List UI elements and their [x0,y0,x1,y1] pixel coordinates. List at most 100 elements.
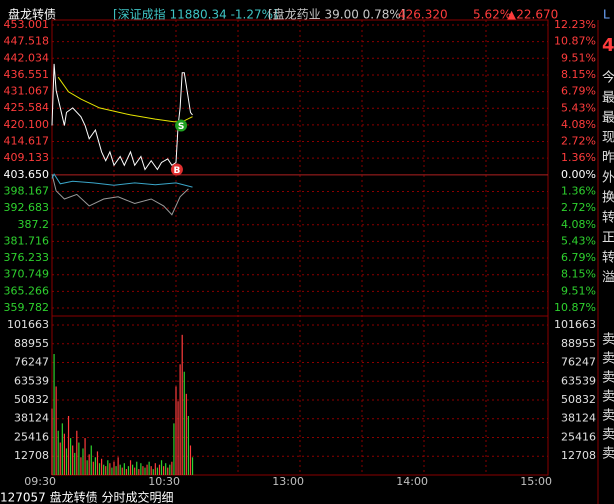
y2-tick-label: 10.87% [554,301,596,314]
last-price: 426.320 [398,8,448,22]
volume-bar [173,423,175,475]
volume-tick-label-right: 76247 [561,356,596,369]
stock-quote: [盘龙药业 39.00 0.78%] [268,7,405,22]
volume-bar [65,448,68,475]
volume-bar [80,457,82,475]
y-tick-label: 398.167 [4,184,50,197]
volume-bar [136,461,138,475]
security-name: 盘龙转债 [8,7,56,22]
side-field: 转 [602,211,614,226]
side-field: 昨 [602,151,614,166]
y2-tick-label: 10.87% [554,35,596,48]
y2-tick-label: 4.08% [561,118,596,131]
index-line [51,173,193,188]
volume-bar [148,461,150,475]
side-ask: 卖 [602,428,614,443]
stock-line [51,173,189,216]
volume-bar [158,464,161,475]
volume-bar [185,393,187,475]
volume-bar [101,458,103,475]
y2-tick-label: 9.51% [561,51,596,64]
side-price: 4 [602,35,614,56]
x-tick-label: 09:30 [24,475,56,488]
y2-tick-label: 8.15% [561,68,596,81]
y-tick-label: 365.266 [4,284,50,297]
volume-tick-label: 101663 [7,318,49,331]
volume-bar [55,386,57,475]
volume-tick-label: 63539 [14,374,49,387]
volume-bar [169,464,171,475]
volume-bar [70,438,72,475]
volume-bar [165,463,167,475]
y-tick-label: 420.100 [4,118,50,131]
x-tick-label: 14:00 [396,475,428,488]
side-field: 今 [602,70,614,86]
volume-bar [63,433,65,475]
volume-bar [53,354,55,475]
volume-bar [98,463,101,475]
volume-tick-label-right: 63539 [561,374,596,387]
y2-tick-label: 5.43% [561,234,596,247]
side-ask: 卖 [602,371,614,386]
volume-bar [132,464,134,475]
volume-bar [183,371,185,475]
y2-tick-label: 1.36% [561,151,596,164]
side-field: 现 [602,131,614,146]
volume-bar [167,467,169,475]
volume-bar [96,451,99,475]
volume-bar [179,364,181,475]
y-tick-label: 414.617 [4,135,50,148]
y2-tick-label: 9.51% [561,284,596,297]
volume-bar [127,466,130,475]
price-line [51,63,193,171]
volume-bar [187,415,189,475]
volume-bar [146,464,148,475]
y-tick-label: 359.782 [4,301,50,314]
index-quote: [深证成指 11880.34 -1.27%] [113,7,278,22]
volume-bar [74,452,76,475]
volume-bar [117,457,119,475]
volume-bar [107,460,109,475]
x-tick-label: 13:00 [272,475,304,488]
volume-bar [94,457,96,475]
volume-bar [113,461,115,475]
y-tick-label: 453.001 [4,18,50,31]
side-field: 溢 [602,271,614,286]
trade-marker [170,163,183,176]
y-tick-label: 442.034 [4,51,50,64]
y2-tick-label: 1.36% [561,184,596,197]
change-pct: 5.62% [473,8,511,22]
volume-bar [163,466,165,475]
side-ask: 卖 [602,333,614,348]
volume-bar [90,445,92,475]
volume-bar [92,461,94,475]
volume-bar [189,445,192,475]
volume-bar [59,442,61,475]
volume-tick-label-right: 12708 [561,449,596,462]
y2-tick-label: 8.15% [561,268,596,281]
volume-bar [103,464,105,475]
y2-tick-label: 4.08% [561,218,596,231]
side-code: L [603,8,610,22]
y-tick-label: 376.233 [4,251,50,264]
volume-bar [138,469,140,475]
volume-bar [67,415,70,475]
volume-tick-label: 38124 [14,412,49,425]
volume-bar [129,460,132,475]
y2-tick-label: 2.72% [561,135,596,148]
volume-bar [115,466,117,475]
volume-tick-label: 25416 [14,430,49,443]
volume-tick-label: 12708 [14,449,49,462]
volume-bar [51,408,53,475]
side-ask: 卖 [602,409,614,424]
volume-bar [140,463,142,475]
volume-tick-label: 88955 [14,337,49,350]
volume-bar [105,466,107,475]
side-field: 最 [602,111,614,126]
trade-marker-label: S [178,122,184,132]
y-tick-label: 370.749 [4,268,50,281]
volume-bar [175,386,177,475]
volume-bar [156,467,158,475]
x-tick-label: 15:00 [520,475,552,488]
